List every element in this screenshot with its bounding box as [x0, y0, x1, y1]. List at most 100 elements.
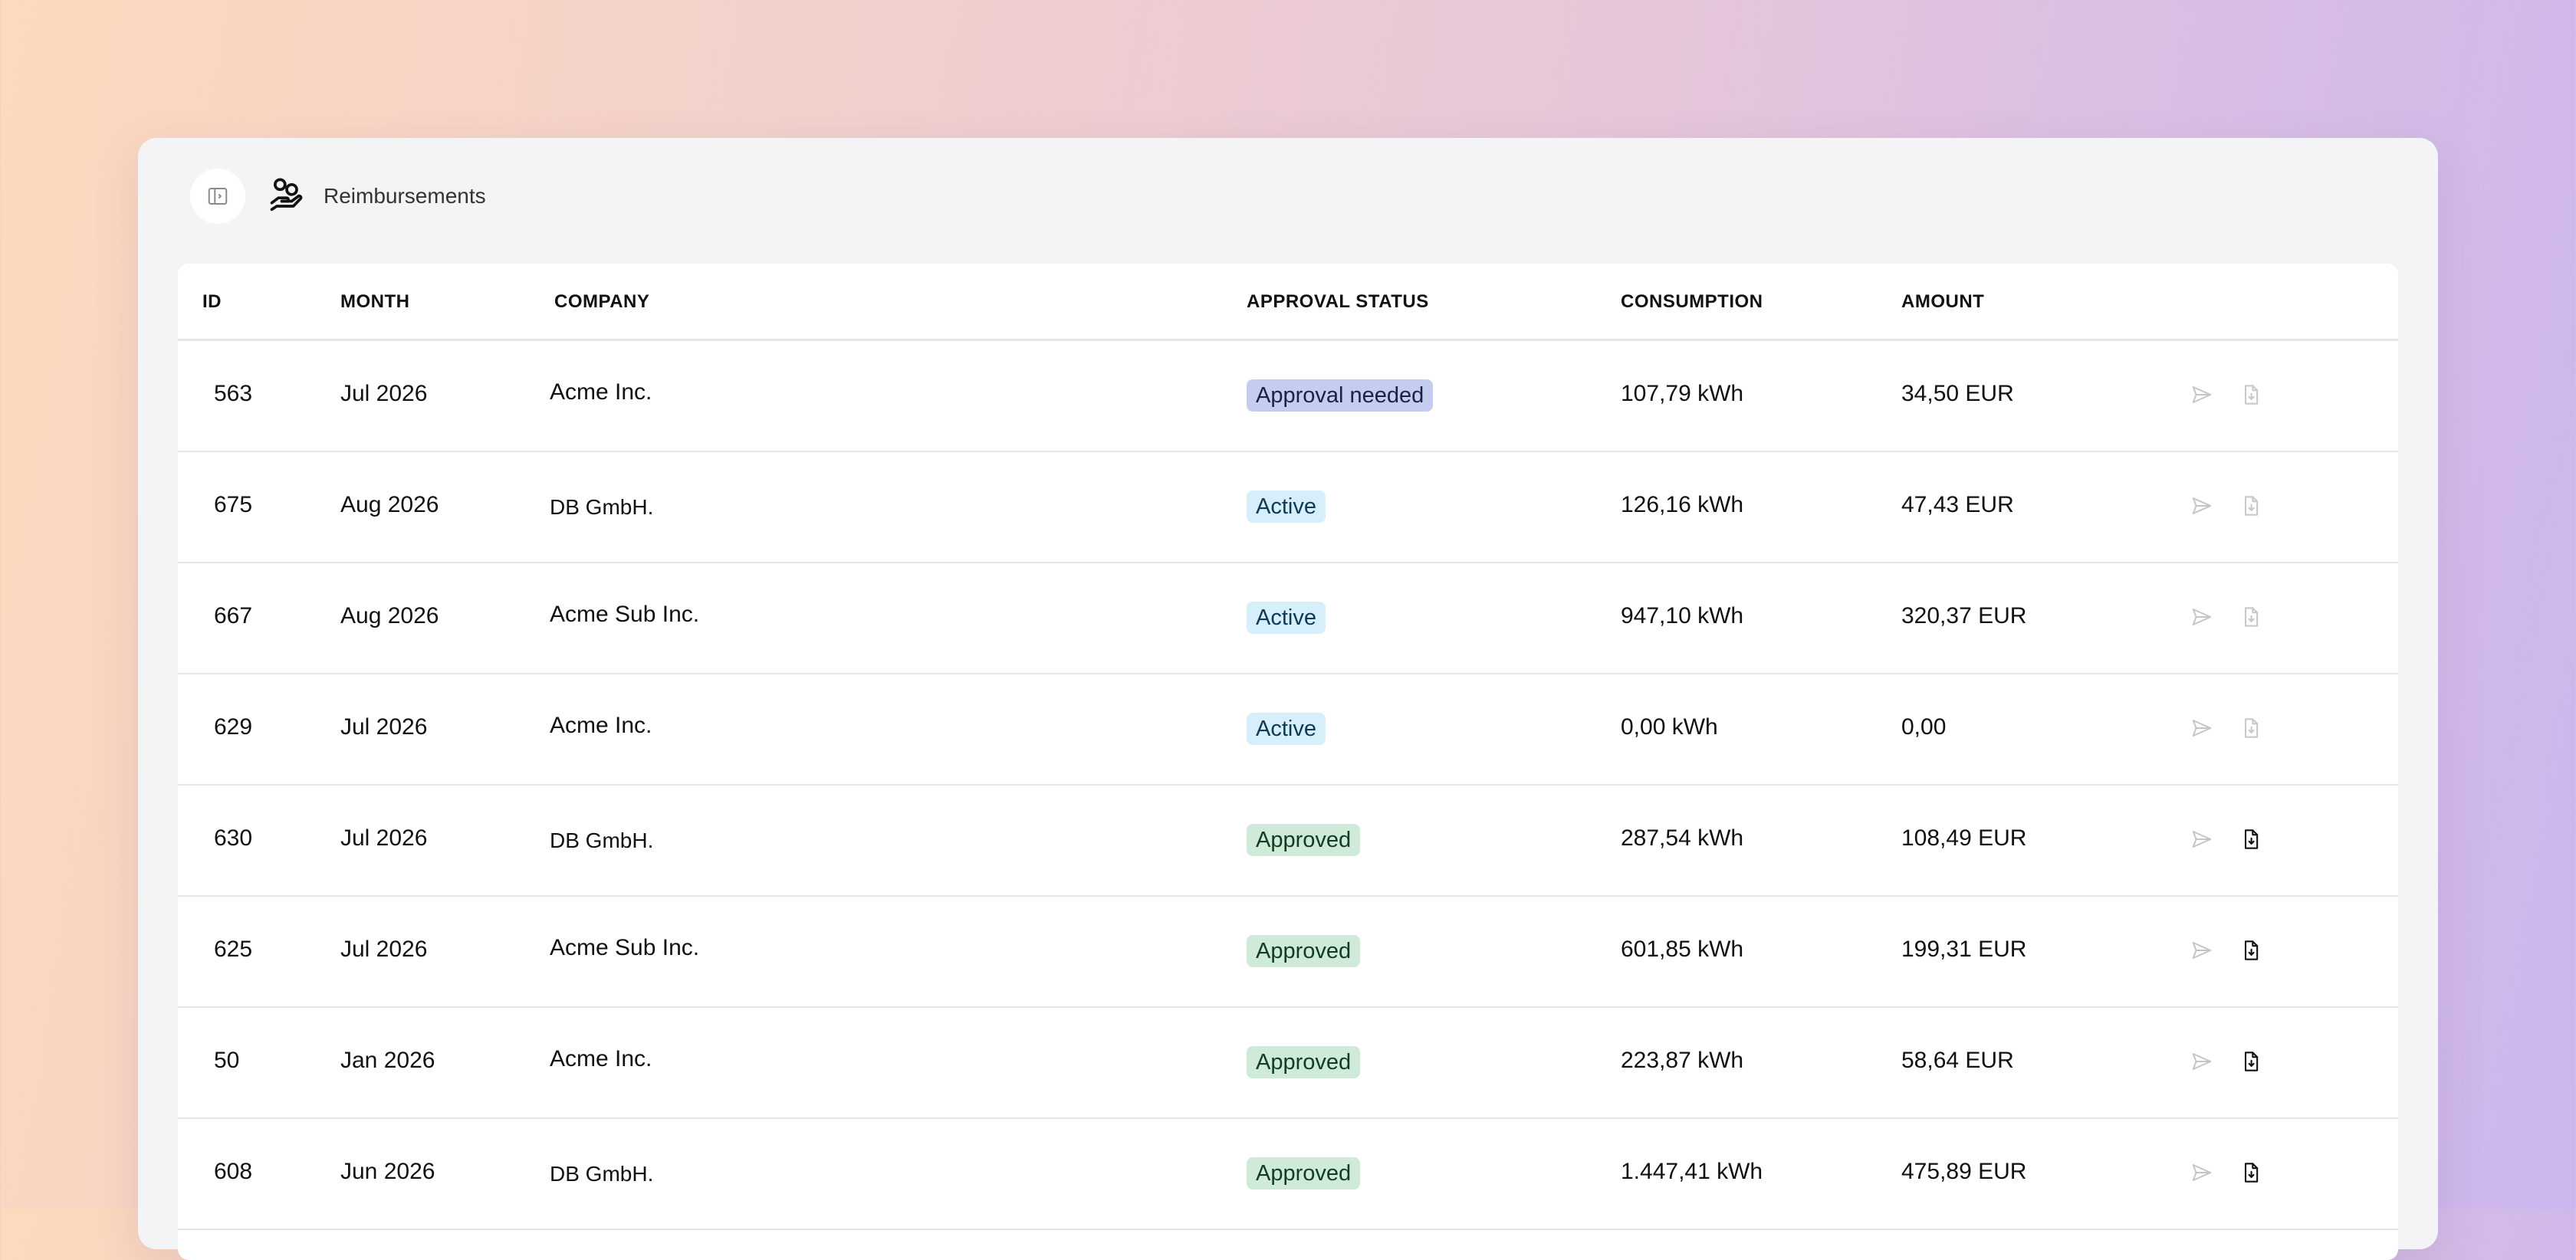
- file-download-icon: [2240, 717, 2262, 740]
- cell-consumption: 601,85 kWh: [1621, 937, 1744, 962]
- file-download-icon: [2240, 494, 2262, 517]
- file-download-icon: [2240, 1161, 2262, 1184]
- page-title: Reimbursements: [324, 184, 486, 208]
- cell-company: DB GmbH.: [550, 1162, 654, 1186]
- page-header: Reimbursements: [190, 166, 486, 227]
- sidebar-toggle-button[interactable]: [190, 169, 245, 224]
- table-header: ID MONTH COMPANY APPROVAL STATUS CONSUMP…: [178, 264, 2398, 341]
- send-button[interactable]: [2188, 937, 2216, 964]
- cell-month: Jun 2026: [340, 1159, 435, 1184]
- cell-consumption: 1.447,41 kWh: [1621, 1159, 1763, 1184]
- download-document-button: [2237, 492, 2265, 520]
- send-icon: [2190, 383, 2213, 406]
- status-badge: Active: [1247, 713, 1326, 745]
- table-row[interactable]: 50 Jan 2026 Acme Inc. Approved 223,87 kWh 58,…: [178, 1008, 2398, 1119]
- send-icon: [2190, 1161, 2213, 1184]
- send-icon: [2190, 605, 2213, 628]
- table-body: 563 Jul 2026 Acme Inc. Approval needed 107,7…: [178, 341, 2398, 1230]
- cell-month: Jul 2026: [340, 381, 428, 406]
- cell-consumption: 287,54 kWh: [1621, 825, 1744, 851]
- send-icon: [2190, 828, 2213, 851]
- file-download-icon: [2240, 605, 2262, 628]
- table-row[interactable]: 630 Jul 2026 DB GmbH. Approved 287,54 kWh 108…: [178, 786, 2398, 897]
- cell-company: Acme Inc.: [550, 1046, 652, 1071]
- download-document-button[interactable]: [2237, 1048, 2265, 1075]
- status-badge: Approved: [1247, 1046, 1361, 1078]
- file-download-icon: [2240, 383, 2262, 406]
- hand-coins-icon: [267, 175, 310, 218]
- cell-amount: 108,49 EUR: [1901, 825, 2027, 851]
- cell-month: Jul 2026: [340, 714, 428, 740]
- send-button[interactable]: [2188, 603, 2216, 631]
- download-document-button: [2237, 603, 2265, 631]
- cell-id: 625: [214, 937, 253, 962]
- file-download-icon: [2240, 939, 2262, 962]
- send-icon: [2190, 494, 2213, 517]
- column-header-month[interactable]: MONTH: [340, 291, 410, 312]
- status-badge: Active: [1247, 491, 1326, 523]
- cell-id: 563: [214, 381, 253, 406]
- cell-id: 50: [214, 1048, 240, 1073]
- cell-id: 667: [214, 603, 253, 628]
- cell-id: 608: [214, 1159, 253, 1184]
- cell-company: Acme Sub Inc.: [550, 935, 700, 960]
- cell-consumption: 947,10 kWh: [1621, 603, 1744, 628]
- status-badge: Approved: [1247, 824, 1361, 856]
- table-row[interactable]: 608 Jun 2026 DB GmbH. Approved 1.447,41 kWh 4…: [178, 1119, 2398, 1230]
- download-document-button: [2237, 381, 2265, 409]
- table-row[interactable]: 675 Aug 2026 DB GmbH. Active 126,16 kWh 47,43…: [178, 452, 2398, 563]
- send-button[interactable]: [2188, 492, 2216, 520]
- status-badge: Active: [1247, 602, 1326, 634]
- table-row[interactable]: 629 Jul 2026 Acme Inc. Active 0,00 kWh 0,00: [178, 674, 2398, 786]
- table-row[interactable]: 563 Jul 2026 Acme Inc. Approval needed 107,7…: [178, 341, 2398, 452]
- cell-month: Aug 2026: [340, 492, 439, 517]
- cell-amount: 47,43 EUR: [1901, 492, 2014, 517]
- cell-consumption: 0,00 kWh: [1621, 714, 1718, 740]
- app-window: Reimbursements ID MONTH COMPANY APPROVAL…: [138, 138, 2438, 1260]
- send-button[interactable]: [2188, 381, 2216, 409]
- column-header-id[interactable]: ID: [202, 291, 222, 312]
- column-header-consumption[interactable]: CONSUMPTION: [1621, 291, 1763, 312]
- send-icon: [2190, 1050, 2213, 1073]
- cell-month: Jul 2026: [340, 825, 428, 851]
- cell-month: Jul 2026: [340, 937, 428, 962]
- cell-consumption: 223,87 kWh: [1621, 1048, 1744, 1073]
- send-button[interactable]: [2188, 1048, 2216, 1075]
- send-button[interactable]: [2188, 1159, 2216, 1186]
- send-button[interactable]: [2188, 825, 2216, 853]
- column-header-approval-status[interactable]: APPROVAL STATUS: [1247, 291, 1429, 312]
- cell-consumption: 107,79 kWh: [1621, 381, 1744, 406]
- download-document-button[interactable]: [2237, 937, 2265, 964]
- column-header-company[interactable]: COMPANY: [554, 291, 650, 312]
- status-badge: Approval needed: [1247, 379, 1434, 412]
- cell-company: Acme Inc.: [550, 713, 652, 738]
- table-row[interactable]: 667 Aug 2026 Acme Sub Inc. Active 947,10 kWh…: [178, 563, 2398, 674]
- cell-company: Acme Sub Inc.: [550, 602, 700, 627]
- download-document-button[interactable]: [2237, 1159, 2265, 1186]
- cell-month: Aug 2026: [340, 603, 439, 628]
- file-download-icon: [2240, 828, 2262, 851]
- cell-amount: 58,64 EUR: [1901, 1048, 2014, 1073]
- cell-month: Jan 2026: [340, 1048, 435, 1073]
- cell-company: DB GmbH.: [550, 829, 654, 852]
- cell-id: 630: [214, 825, 253, 851]
- cell-company: DB GmbH.: [550, 495, 654, 519]
- cell-amount: 199,31 EUR: [1901, 937, 2027, 962]
- reimbursements-table: ID MONTH COMPANY APPROVAL STATUS CONSUMP…: [178, 264, 2398, 1260]
- cell-id: 675: [214, 492, 253, 517]
- cell-id: 629: [214, 714, 253, 740]
- column-header-amount[interactable]: AMOUNT: [1901, 291, 1985, 312]
- cell-amount: 475,89 EUR: [1901, 1159, 2027, 1184]
- status-badge: Approved: [1247, 1157, 1361, 1189]
- file-download-icon: [2240, 1050, 2262, 1073]
- cell-amount: 0,00: [1901, 714, 1947, 740]
- download-document-button: [2237, 714, 2265, 742]
- status-badge: Approved: [1247, 935, 1361, 967]
- sidebar-toggle-icon: [208, 188, 228, 205]
- send-icon: [2190, 939, 2213, 962]
- cell-amount: 320,37 EUR: [1901, 603, 2027, 628]
- download-document-button[interactable]: [2237, 825, 2265, 853]
- table-row[interactable]: 625 Jul 2026 Acme Sub Inc. Approved 601,85 k…: [178, 897, 2398, 1008]
- send-button[interactable]: [2188, 714, 2216, 742]
- cell-consumption: 126,16 kWh: [1621, 492, 1744, 517]
